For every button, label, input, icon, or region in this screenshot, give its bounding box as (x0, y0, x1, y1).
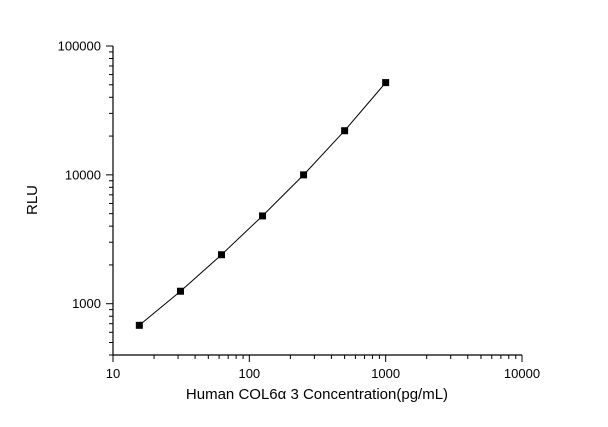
y-tick-label: 1000 (72, 296, 101, 311)
x-tick-label: 100 (238, 366, 260, 381)
plot-layer: 10 100 1000 10000 1000 10000 100000 (58, 39, 540, 382)
data-point-marker (218, 251, 226, 259)
data-point-marker (259, 212, 267, 220)
y-tick-label: 100000 (58, 39, 101, 54)
y-tick-label: 10000 (65, 167, 101, 182)
x-axis-title: Human COL6α 3 Concentration(pg/mL) (186, 386, 448, 403)
series-line (138, 82, 387, 326)
data-point-marker (176, 287, 184, 295)
y-axis-title: RLU (24, 185, 41, 215)
data-point-marker (135, 321, 143, 329)
x-tick-label: 10000 (504, 366, 540, 381)
data-point-marker (300, 171, 308, 179)
data-point-marker (382, 79, 390, 87)
x-tick-label: 1000 (371, 366, 400, 381)
x-tick-label: 10 (106, 366, 120, 381)
data-point-marker (341, 127, 349, 135)
